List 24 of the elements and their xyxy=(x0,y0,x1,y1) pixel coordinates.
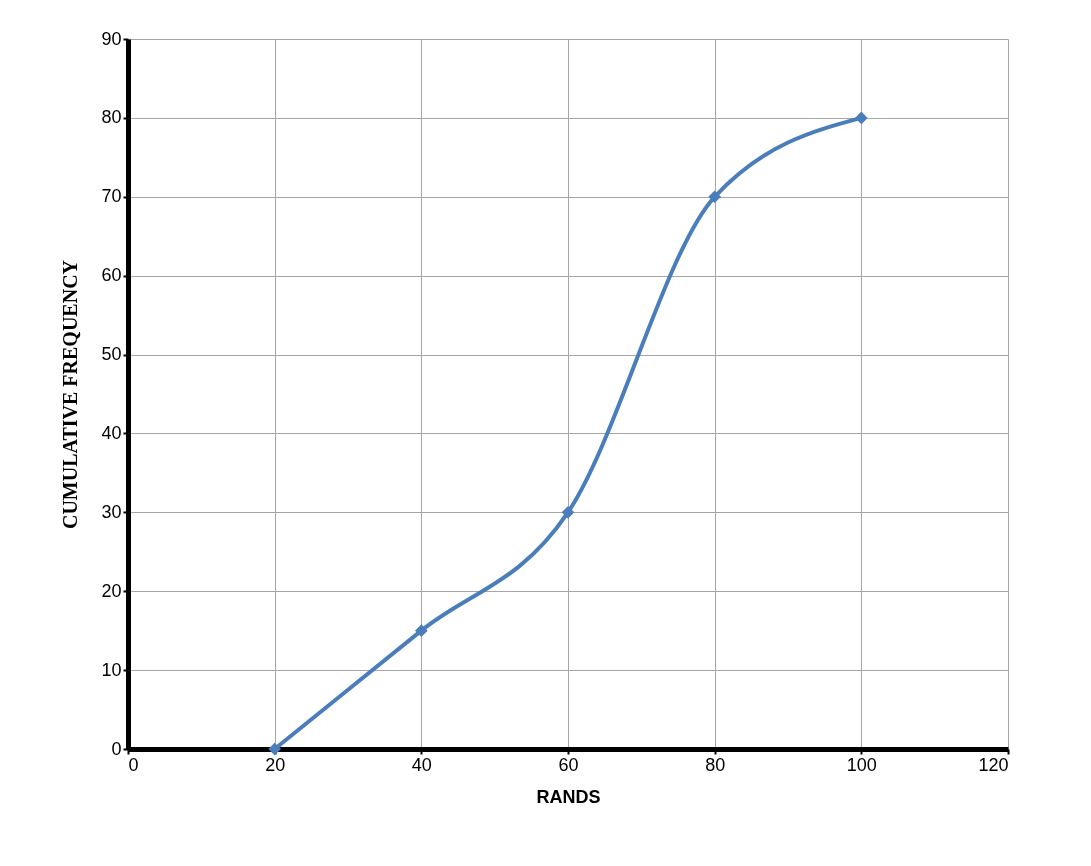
point xyxy=(561,506,575,519)
y-tick-label: 10 xyxy=(101,659,122,680)
y-tick-label: 0 xyxy=(111,738,122,759)
x-tick-label: 100 xyxy=(846,754,877,775)
point xyxy=(415,624,428,637)
point xyxy=(268,742,281,756)
y-tick-label: 60 xyxy=(101,265,122,286)
y-axis-title: CUMULATIVE FREQUENCY xyxy=(59,259,82,530)
x-tick-label: 20 xyxy=(265,754,286,775)
x-axis-title: RANDS xyxy=(536,786,601,807)
point xyxy=(855,111,868,125)
x-tick-label: 40 xyxy=(411,754,432,775)
y-tick-label: 30 xyxy=(101,501,122,522)
y-tick-label: 80 xyxy=(101,107,122,128)
x-tick-label: 60 xyxy=(558,754,579,775)
y-tick-label: 70 xyxy=(101,186,122,207)
y-tick-label: 50 xyxy=(101,344,122,365)
y-tick-label: 90 xyxy=(101,28,122,49)
y-tick-label: 40 xyxy=(101,422,122,443)
y-tick-label: 20 xyxy=(101,580,122,601)
x-tick-label: 120 xyxy=(978,754,1009,775)
x-tick-label: 0 xyxy=(128,754,139,775)
x-tick-label: 80 xyxy=(705,754,726,775)
point xyxy=(708,190,721,204)
